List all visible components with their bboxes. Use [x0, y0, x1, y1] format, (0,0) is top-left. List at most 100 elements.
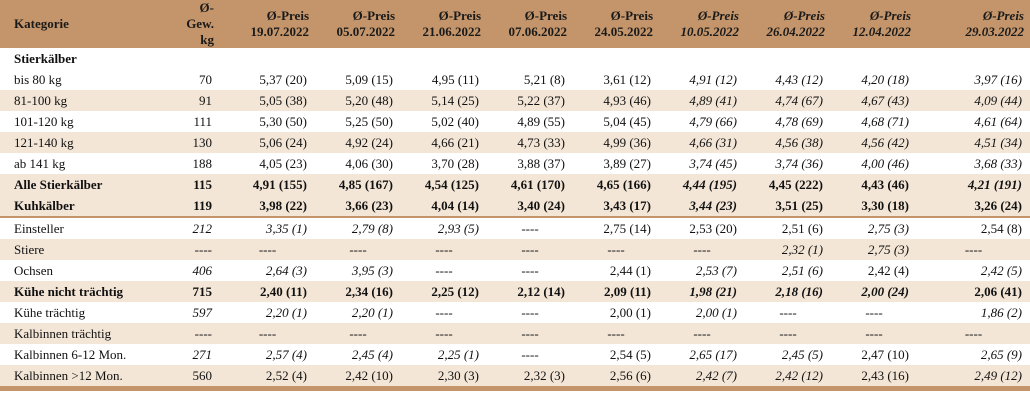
table-row: Stiere ---- ---- ---- ---- ---- ---- ---- 2,32 (… — [0, 239, 1030, 260]
price-cell: 2,42 (12) — [745, 365, 831, 391]
price-cell: 4,09 (44) — [917, 90, 1030, 111]
row-gewicht: 560 — [168, 365, 220, 391]
header-preis-8: Ø-Preis 12.04.2022 — [831, 0, 917, 48]
header-kategorie: Kategorie — [0, 0, 168, 48]
table-row: Einsteller 212 3,35 (1) 2,79 (8) 2,93 (5) ---… — [0, 217, 1030, 239]
row-gewicht: 111 — [193, 114, 212, 129]
price-cell: 3,35 (1) — [265, 221, 307, 236]
table-row: 81-100 kg 91 5,05 (38) 5,20 (48) 5,14 (25) 5,… — [0, 90, 1030, 111]
price-cell: 4,85 (167) — [315, 174, 401, 195]
price-cell: 2,53 (7) — [695, 263, 737, 278]
price-cell: 3,43 (17) — [573, 195, 659, 218]
price-cell: 4,21 (191) — [917, 174, 1030, 195]
price-cell: 4,54 (125) — [401, 174, 487, 195]
header-preis-1: Ø-Preis 19.07.2022 — [220, 0, 315, 48]
price-cell: 3,68 (33) — [974, 156, 1022, 171]
price-cell: 2,25 (12) — [401, 281, 487, 302]
header-preis-3: Ø-Preis 21.06.2022 — [401, 0, 487, 48]
table-row: Alle Stierkälber 115 4,91 (155) 4,85 (167) 4… — [0, 174, 1030, 195]
price-cell: ---- — [220, 323, 315, 344]
price-cell: ---- — [573, 239, 659, 260]
price-table: Kategorie Ø-Gew. kg Ø-Preis 19.07.2022 Ø-P… — [0, 0, 1030, 391]
price-cell: ---- — [315, 239, 401, 260]
price-cell: ---- — [917, 239, 1030, 260]
header-preis-6: Ø-Preis 10.05.2022 — [659, 0, 745, 48]
price-cell: 4,20 (18) — [861, 72, 909, 87]
row-gewicht: 115 — [168, 174, 220, 195]
price-cell: ---- — [487, 323, 573, 344]
price-cell: 5,05 (38) — [220, 90, 315, 111]
price-cell: 4,93 (46) — [573, 90, 659, 111]
row-label: Einsteller — [14, 221, 64, 236]
price-cell: 4,44 (195) — [659, 174, 745, 195]
price-cell: 2,51 (6) — [781, 221, 823, 236]
price-cell: 3,74 (45) — [689, 156, 737, 171]
row-gewicht: 406 — [192, 263, 213, 278]
price-cell: 5,02 (40) — [431, 114, 479, 129]
row-label: Stiere — [0, 239, 168, 260]
price-cell: ---- — [659, 239, 745, 260]
header-preis-2: Ø-Preis 05.07.2022 — [315, 0, 401, 48]
price-cell: 4,00 (46) — [861, 156, 909, 171]
price-cell: 4,79 (66) — [689, 114, 737, 129]
price-cell: 3,44 (23) — [659, 195, 745, 218]
row-label: Kalbinnen >12 Mon. — [0, 365, 168, 391]
price-cell: ---- — [779, 305, 797, 320]
price-cell: 2,40 (11) — [220, 281, 315, 302]
price-cell: 2,42 (7) — [659, 365, 745, 391]
table-row: Kühe nicht trächtig 715 2,40 (11) 2,34 (16)… — [0, 281, 1030, 302]
price-cell: 4,51 (34) — [917, 132, 1030, 153]
price-cell: 3,51 (25) — [745, 195, 831, 218]
row-label: Kühe nicht trächtig — [0, 281, 168, 302]
price-cell: 2,75 (3) — [831, 239, 917, 260]
price-cell: 4,05 (23) — [259, 156, 307, 171]
price-cell: 3,40 (24) — [487, 195, 573, 218]
row-gewicht: 597 — [192, 305, 213, 320]
section-row-stierkaelber: Stierkälber — [0, 48, 1030, 69]
price-cell: 2,53 (20) — [689, 221, 737, 236]
price-cell: 2,18 (16) — [745, 281, 831, 302]
price-cell: 2,25 (1) — [437, 347, 479, 362]
price-cell: ---- — [521, 221, 539, 236]
table-row: Kalbinnen 6-12 Mon. 271 2,57 (4) 2,45 (4) 2,… — [0, 344, 1030, 365]
price-cell: 2,06 (41) — [917, 281, 1030, 302]
price-cell: 3,97 (16) — [974, 72, 1022, 87]
row-label: Kuhkälber — [0, 195, 168, 218]
price-cell: 4,04 (14) — [401, 195, 487, 218]
row-label: Ochsen — [14, 263, 53, 278]
price-cell: 3,70 (28) — [431, 156, 479, 171]
price-cell: 4,92 (24) — [315, 132, 401, 153]
price-cell: 2,42 (4) — [867, 263, 909, 278]
price-cell: 4,95 (11) — [431, 72, 479, 87]
price-cell: 2,64 (3) — [265, 263, 307, 278]
price-cell: 2,45 (5) — [781, 347, 823, 362]
row-gewicht: ---- — [168, 239, 220, 260]
table-row: Kuhkälber 119 3,98 (22) 3,66 (23) 4,04 (14) 3… — [0, 195, 1030, 218]
row-gewicht: ---- — [168, 323, 220, 344]
row-label: bis 80 kg — [14, 72, 62, 87]
price-cell: 1,86 (2) — [980, 305, 1022, 320]
price-cell: 2,00 (1) — [609, 305, 651, 320]
price-cell: 2,52 (4) — [220, 365, 315, 391]
price-cell: 2,42 (5) — [980, 263, 1022, 278]
price-cell: 3,98 (22) — [220, 195, 315, 218]
price-cell: 3,88 (37) — [517, 156, 565, 171]
price-cell: 2,00 (1) — [695, 305, 737, 320]
price-cell: 2,51 (6) — [781, 263, 823, 278]
price-cell: 4,78 (69) — [775, 114, 823, 129]
price-cell: 5,09 (15) — [345, 72, 393, 87]
price-cell: 5,14 (25) — [401, 90, 487, 111]
row-gewicht: 212 — [192, 221, 213, 236]
price-cell: 4,56 (38) — [745, 132, 831, 153]
price-cell: 5,37 (20) — [259, 72, 307, 87]
price-cell: 3,66 (23) — [315, 195, 401, 218]
price-cell: 4,68 (71) — [861, 114, 909, 129]
header-preis-9: Ø-Preis 29.03.2022 — [917, 0, 1030, 48]
price-cell: 5,25 (50) — [345, 114, 393, 129]
price-cell: 2,42 (10) — [315, 365, 401, 391]
price-cell: 2,45 (4) — [351, 347, 393, 362]
price-cell: 2,56 (6) — [573, 365, 659, 391]
price-cell: ---- — [831, 323, 917, 344]
row-label: Kalbinnen trächtig — [0, 323, 168, 344]
price-cell: ---- — [401, 239, 487, 260]
